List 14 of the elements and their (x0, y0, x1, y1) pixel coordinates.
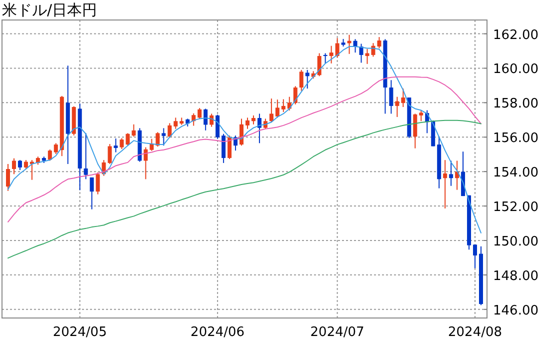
x-tick-label: 2024/08 (448, 325, 502, 340)
x-tick-label: 2024/06 (190, 325, 245, 340)
y-tick-label: 160.00 (493, 62, 538, 78)
y-tick-label: 152.00 (493, 200, 538, 216)
title: 米ドル/日本円 (2, 1, 98, 19)
y-tick-label: 148.00 (493, 268, 538, 284)
y-tick-label: 156.00 (493, 131, 538, 146)
y-tick-label: 158.00 (493, 96, 538, 112)
y-tick-label: 150.00 (493, 234, 538, 250)
x-tick-label: 2024/05 (52, 325, 107, 340)
y-tick-label: 162.00 (493, 28, 538, 43)
y-tick-label: 146.00 (493, 303, 538, 318)
x-tick-label: 2024/07 (310, 325, 364, 340)
y-tick-label: 154.00 (493, 166, 538, 181)
